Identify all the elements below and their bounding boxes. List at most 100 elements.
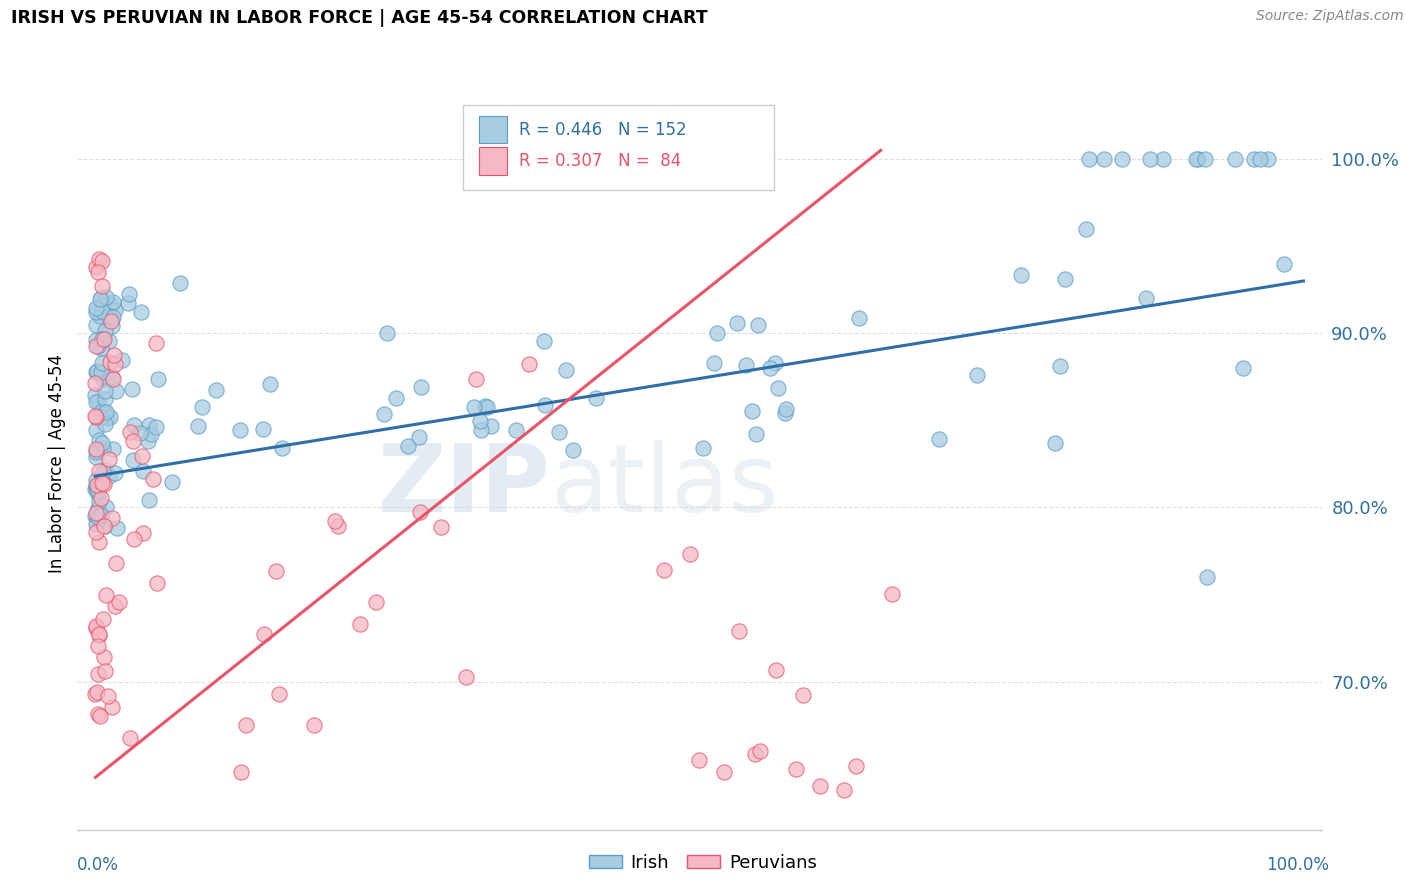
- Point: [834, 782, 856, 797]
- Point: [86, 260, 108, 274]
- Point: [228, 423, 250, 437]
- Point: [84, 410, 107, 425]
- Point: [94, 417, 117, 432]
- Point: [104, 466, 127, 480]
- Point: [1232, 361, 1254, 376]
- Point: [138, 492, 160, 507]
- Point: [1053, 272, 1076, 286]
- Point: [84, 445, 107, 459]
- Point: [87, 464, 110, 478]
- Point: [470, 423, 492, 437]
- Point: [90, 365, 112, 379]
- Text: 0.0%: 0.0%: [77, 855, 120, 873]
- Point: [124, 418, 146, 433]
- Point: [84, 387, 107, 401]
- Point: [479, 419, 502, 434]
- Point: [679, 547, 702, 561]
- Point: [187, 419, 209, 434]
- Point: [91, 372, 114, 386]
- Point: [519, 357, 541, 371]
- Point: [1078, 152, 1101, 166]
- Point: [87, 433, 110, 447]
- Point: [785, 762, 807, 776]
- Point: [703, 356, 725, 370]
- Point: [86, 484, 108, 499]
- Point: [94, 324, 117, 338]
- Point: [104, 357, 127, 371]
- Point: [84, 450, 107, 464]
- Point: [91, 612, 114, 626]
- Point: [84, 481, 107, 495]
- Point: [84, 473, 107, 487]
- Point: [1272, 256, 1295, 270]
- Point: [89, 309, 111, 323]
- Point: [87, 494, 110, 508]
- Point: [735, 359, 758, 373]
- Point: [1152, 152, 1174, 166]
- Point: [87, 395, 110, 409]
- Point: [554, 363, 576, 377]
- Point: [104, 599, 127, 614]
- Point: [90, 409, 112, 424]
- Point: [745, 426, 768, 441]
- Point: [1092, 152, 1115, 166]
- Point: [84, 409, 107, 423]
- Point: [408, 505, 430, 519]
- Point: [98, 468, 121, 483]
- Point: [1043, 436, 1066, 450]
- Point: [104, 384, 127, 399]
- Point: [91, 254, 114, 268]
- Point: [84, 423, 107, 437]
- Point: [87, 667, 110, 681]
- Point: [94, 384, 117, 398]
- Point: [90, 508, 112, 522]
- Point: [101, 310, 124, 324]
- Point: [97, 309, 120, 323]
- Point: [96, 588, 118, 602]
- Point: [145, 419, 167, 434]
- Point: [1111, 152, 1133, 166]
- Point: [86, 706, 108, 721]
- Point: [90, 491, 112, 505]
- Point: [773, 406, 796, 420]
- Point: [84, 524, 107, 539]
- Y-axis label: In Labor Force | Age 45-54: In Labor Force | Age 45-54: [48, 354, 66, 574]
- FancyBboxPatch shape: [479, 116, 506, 144]
- Point: [1074, 221, 1097, 235]
- Point: [169, 276, 191, 290]
- Point: [148, 372, 170, 386]
- Point: [98, 410, 121, 425]
- Text: R = 0.307   N =  84: R = 0.307 N = 84: [519, 152, 682, 170]
- Point: [90, 279, 112, 293]
- Point: [474, 399, 496, 413]
- Point: [533, 334, 555, 348]
- Point: [725, 316, 748, 330]
- Point: [84, 304, 107, 318]
- Point: [84, 333, 107, 347]
- Point: [122, 533, 145, 547]
- Point: [89, 709, 111, 723]
- Point: [87, 265, 110, 279]
- Point: [652, 563, 675, 577]
- Point: [235, 718, 257, 732]
- Point: [190, 400, 212, 414]
- Point: [748, 744, 770, 758]
- Point: [741, 403, 763, 417]
- Point: [91, 355, 114, 369]
- Point: [93, 519, 115, 533]
- Point: [91, 436, 114, 450]
- Point: [89, 292, 111, 306]
- Point: [86, 685, 108, 699]
- Point: [90, 332, 112, 346]
- Point: [763, 356, 786, 370]
- Point: [86, 513, 108, 527]
- Point: [93, 332, 115, 346]
- Point: [253, 627, 276, 641]
- Point: [103, 347, 125, 361]
- Point: [121, 434, 143, 449]
- Point: [86, 443, 108, 458]
- Point: [91, 404, 114, 418]
- Point: [101, 370, 124, 384]
- Point: [1185, 152, 1208, 166]
- Point: [91, 332, 114, 346]
